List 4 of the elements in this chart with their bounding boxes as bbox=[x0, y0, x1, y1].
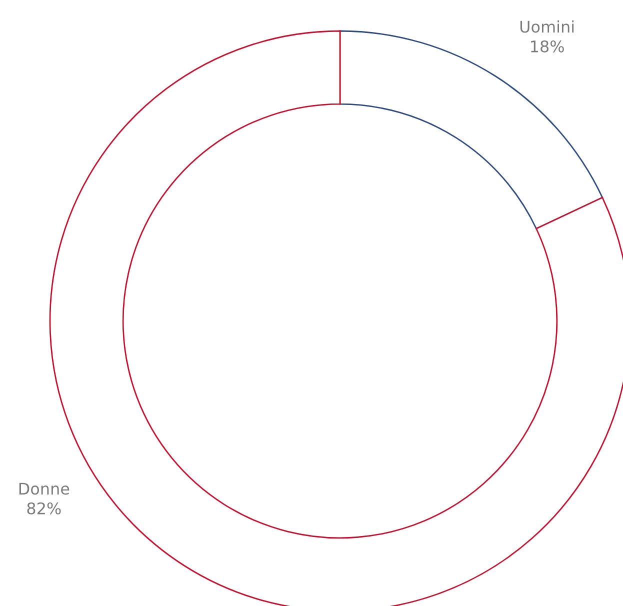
slice-label: Donne bbox=[19, 482, 70, 495]
data-label: 18% bbox=[531, 40, 564, 52]
slice-label: Uomini bbox=[520, 20, 574, 33]
data-label: 82% bbox=[27, 502, 61, 514]
